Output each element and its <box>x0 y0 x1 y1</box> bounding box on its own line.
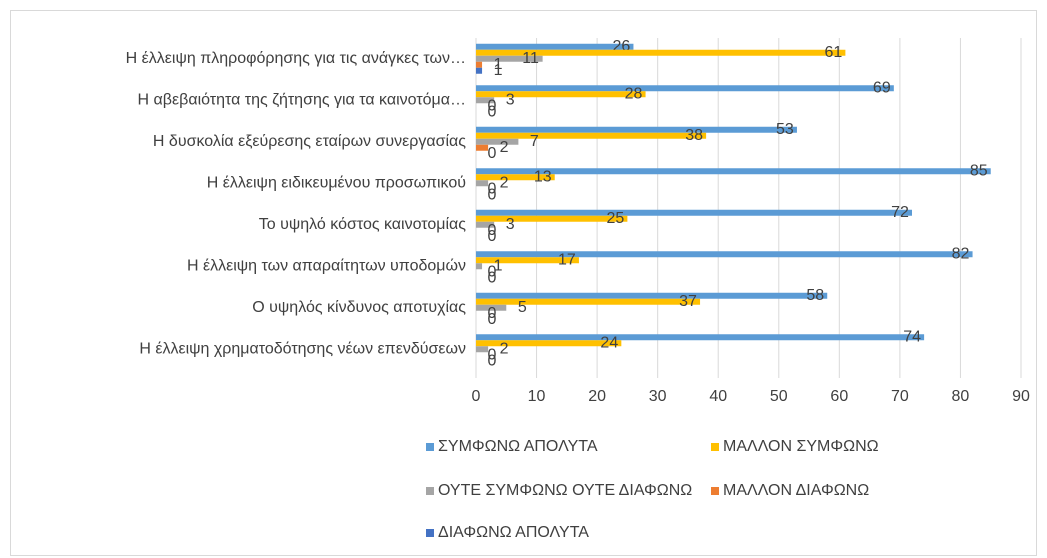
bar <box>476 126 797 133</box>
x-tick-label: 30 <box>649 388 667 405</box>
data-label: 5 <box>518 299 527 316</box>
legend-label: ΜΑΛΛΟΝ ΣΥΜΦΩΝΩ <box>723 438 879 455</box>
bar <box>476 174 555 181</box>
data-label: 37 <box>679 293 697 310</box>
data-label: 0 <box>488 305 497 322</box>
data-label: 82 <box>952 245 970 262</box>
data-label: 0 <box>488 311 497 328</box>
bar <box>476 144 489 151</box>
data-label: 2 <box>500 340 509 357</box>
bar <box>476 67 483 74</box>
bar <box>476 138 519 145</box>
bar <box>476 334 925 341</box>
bar <box>476 251 973 258</box>
bar <box>476 49 846 56</box>
data-label: 28 <box>625 85 643 102</box>
data-label: 74 <box>903 328 921 345</box>
bar <box>476 340 622 347</box>
data-label: 2 <box>500 174 509 191</box>
legend-label: ΔΙΑΦΩΝΩ ΑΠΟΛΥΤΑ <box>438 524 589 541</box>
legend-swatch <box>711 443 719 451</box>
data-label: 0 <box>488 145 497 162</box>
data-label: 0 <box>488 180 497 197</box>
data-label: 0 <box>488 263 497 280</box>
data-label: 17 <box>558 251 576 268</box>
data-label: 2 <box>500 139 509 156</box>
x-tick-label: 40 <box>709 388 727 405</box>
bar <box>476 132 707 139</box>
data-label: 1 <box>494 62 503 79</box>
x-tick-label: 50 <box>770 388 788 405</box>
bar <box>476 346 489 353</box>
bar <box>476 304 507 311</box>
x-tick-label: 90 <box>1012 388 1030 405</box>
x-tick-label: 60 <box>830 388 848 405</box>
data-label: 0 <box>488 352 497 369</box>
data-label: 38 <box>685 127 703 144</box>
x-tick-label: 0 <box>472 388 481 405</box>
data-label: 69 <box>873 79 891 96</box>
x-tick-label: 10 <box>528 388 546 405</box>
data-label: 0 <box>488 228 497 245</box>
data-label: 7 <box>530 133 539 150</box>
bar <box>476 292 828 299</box>
x-tick-label: 70 <box>891 388 909 405</box>
data-label: 53 <box>776 121 794 138</box>
data-label: 24 <box>600 334 618 351</box>
y-tick-label: Το υψηλό κόστος καινοτομίας <box>259 216 467 233</box>
bar <box>476 97 495 104</box>
data-label: 1 <box>494 257 503 274</box>
chart-border <box>10 10 1037 556</box>
y-tick-label: Η έλλειψη χρηματοδότησης νέων επενδύσεων <box>139 340 466 357</box>
bar <box>476 215 628 222</box>
data-label: 11 <box>522 50 539 67</box>
y-tick-label: Η δυσκολία εξεύρεσης εταίρων συνεργασίας <box>153 133 466 150</box>
bar <box>476 221 495 228</box>
bar <box>476 209 912 216</box>
y-tick-label: Η έλλειψη ειδικευμένου προσωπικού <box>207 174 466 191</box>
bar <box>476 91 646 98</box>
data-label: 3 <box>506 216 515 233</box>
legend-swatch <box>711 487 719 495</box>
data-label: 1 <box>494 56 503 73</box>
bar <box>476 298 701 305</box>
x-tick-label: 20 <box>588 388 606 405</box>
legend-label: ΣΥΜΦΩΝΩ ΑΠΟΛΥΤΑ <box>438 438 598 455</box>
legend-swatch <box>426 487 434 495</box>
bar <box>476 61 483 68</box>
y-tick-label: Η έλλειψη πληροφόρησης για τις ανάγκες τ… <box>126 50 466 67</box>
legend-swatch <box>426 529 434 537</box>
y-tick-label: Η αβεβαιότητα της ζήτησης για τα καινοτό… <box>138 91 466 108</box>
data-label: 0 <box>488 346 497 363</box>
data-label: 3 <box>506 91 515 108</box>
data-label: 0 <box>488 186 497 203</box>
bar <box>476 257 579 264</box>
bar <box>476 55 543 62</box>
x-tick-label: 80 <box>952 388 970 405</box>
data-label: 13 <box>534 168 552 185</box>
data-label: 85 <box>970 162 988 179</box>
y-tick-label: Ο υψηλός κίνδυνος αποτυχίας <box>252 299 466 316</box>
data-label: 0 <box>488 222 497 239</box>
legend-label: ΜΑΛΛΟΝ ΔΙΑΦΩΝΩ <box>723 482 869 499</box>
bar <box>476 85 894 92</box>
legend-label: ΟΥΤΕ ΣΥΜΦΩΝΩ ΟΥΤΕ ΔΙΑΦΩΝΩ <box>438 482 692 499</box>
data-label: 61 <box>824 44 842 61</box>
data-label: 0 <box>488 103 497 120</box>
bar <box>476 180 489 187</box>
data-label: 58 <box>806 287 824 304</box>
data-label: 0 <box>488 97 497 114</box>
bar <box>476 168 991 175</box>
bar <box>476 263 483 270</box>
data-label: 25 <box>606 210 624 227</box>
data-label: 0 <box>488 269 497 286</box>
y-tick-label: Η έλλειψη των απαραίτητων υποδομών <box>187 257 466 274</box>
data-label: 72 <box>891 204 909 221</box>
bar <box>476 43 634 50</box>
legend-swatch <box>426 443 434 451</box>
